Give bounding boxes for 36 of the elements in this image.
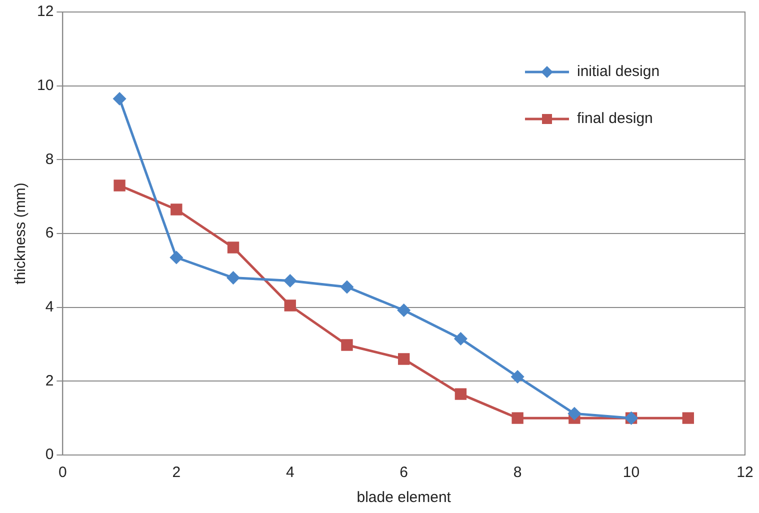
point (170, 251, 183, 264)
y-tick-label: 4 (45, 298, 54, 316)
point (284, 274, 296, 288)
point (114, 180, 126, 192)
x-tick-label: 6 (400, 464, 408, 482)
point (227, 272, 240, 284)
point (170, 204, 182, 216)
y-tick-label: 8 (45, 150, 54, 168)
legend-label: initial design (577, 63, 660, 80)
y-tick-label: 2 (45, 372, 54, 390)
x-tick-label: 4 (286, 464, 294, 482)
point (227, 242, 240, 254)
point (113, 92, 126, 106)
point (511, 370, 524, 383)
x-axis-title: blade element (356, 489, 452, 506)
legend-label: final design (577, 110, 653, 128)
x-tick-label: 12 (736, 464, 754, 482)
y-axis-title: thickness (mm) (12, 182, 30, 284)
y-tick-label: 0 (45, 446, 54, 464)
point (682, 412, 694, 424)
x-tick-label: 10 (622, 464, 640, 482)
point (340, 280, 354, 294)
point (568, 407, 581, 420)
y-tick-label: 10 (36, 76, 54, 94)
point (341, 339, 353, 351)
x-tick-label: 2 (172, 464, 181, 482)
y-tick-label: 12 (36, 3, 54, 20)
x-tick-label: 8 (513, 464, 522, 482)
point (284, 300, 296, 312)
y-tick-label: 6 (45, 224, 54, 242)
point (454, 332, 467, 345)
x-tick-label: 0 (58, 464, 67, 482)
point (454, 388, 467, 400)
point (398, 353, 410, 365)
point (398, 304, 410, 317)
point (512, 412, 524, 424)
